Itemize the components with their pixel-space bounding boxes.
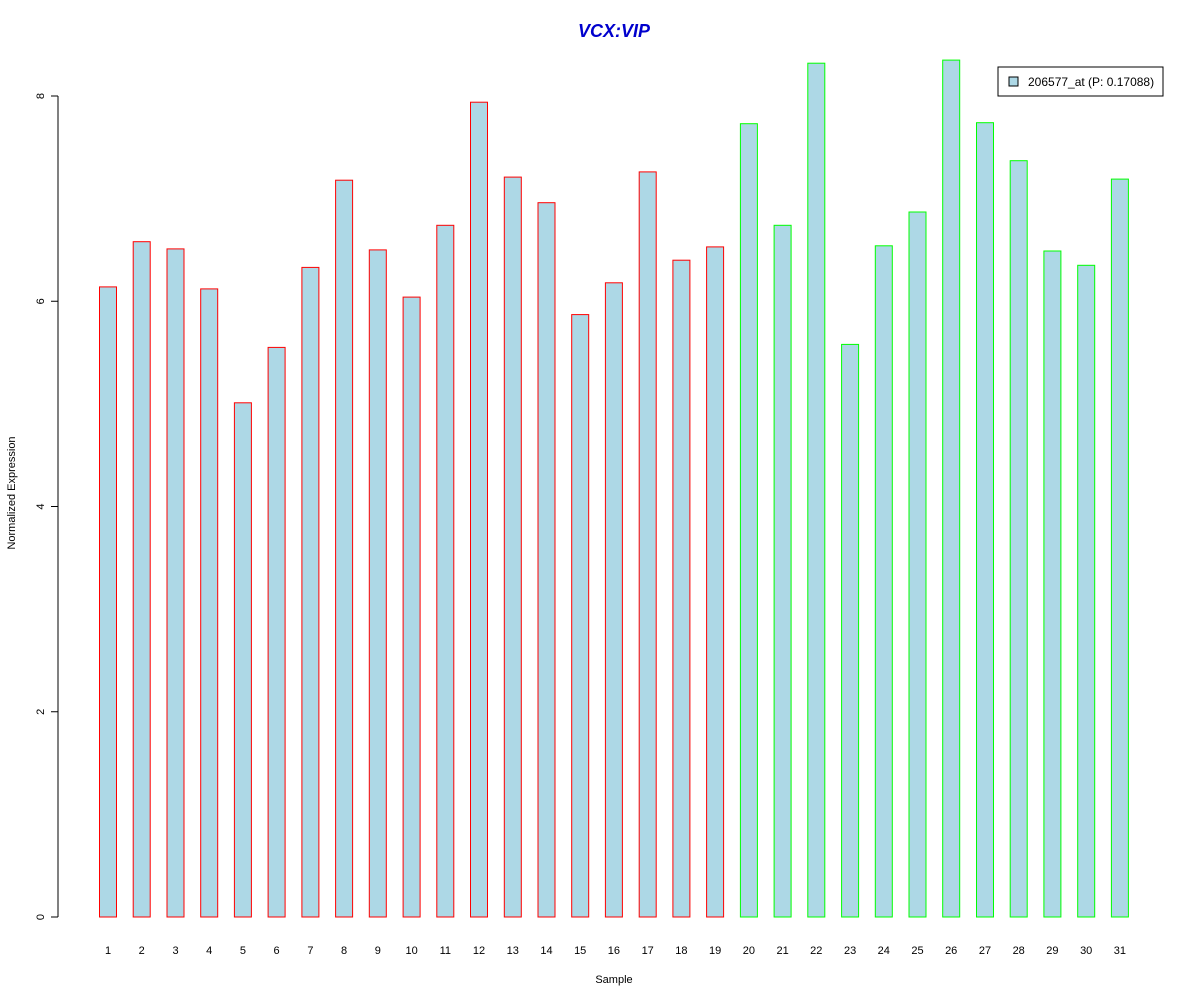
x-tick-label: 5 xyxy=(240,945,246,957)
bar-sample-2 xyxy=(132,241,151,918)
bar-sample-25 xyxy=(908,211,927,918)
x-tick-label: 25 xyxy=(911,945,923,957)
x-tick-label: 12 xyxy=(473,945,485,957)
bar-sample-26 xyxy=(942,59,961,918)
bar-sample-11 xyxy=(436,224,455,918)
x-tick-label: 6 xyxy=(274,945,280,957)
x-tick-label: 15 xyxy=(574,945,586,957)
bar-sample-28 xyxy=(1009,160,1028,918)
x-tick-label: 23 xyxy=(844,945,856,957)
x-tick-label: 4 xyxy=(206,945,212,957)
bar-sample-7 xyxy=(301,266,320,918)
x-tick-label: 22 xyxy=(810,945,822,957)
x-tick-label: 13 xyxy=(507,945,519,957)
bar-sample-15 xyxy=(571,314,590,918)
bar-sample-20 xyxy=(739,123,758,918)
bar-sample-6 xyxy=(267,346,286,918)
x-tick-label: 8 xyxy=(341,945,347,957)
bar-sample-27 xyxy=(976,122,994,918)
x-tick-label: 2 xyxy=(139,945,145,957)
x-tick-label: 10 xyxy=(405,945,417,957)
y-tick-label: 6 xyxy=(35,298,47,304)
bar-sample-24 xyxy=(874,245,893,918)
bar-sample-22 xyxy=(807,62,826,918)
x-tick-label: 24 xyxy=(878,945,890,957)
x-tick-label: 11 xyxy=(440,945,451,957)
bar-sample-29 xyxy=(1043,250,1062,918)
bar-sample-13 xyxy=(503,176,522,918)
x-tick-label: 27 xyxy=(979,945,991,957)
legend-swatch xyxy=(1008,76,1019,87)
x-tick-label: 18 xyxy=(675,945,687,957)
bar-sample-8 xyxy=(335,179,354,918)
x-tick-label: 19 xyxy=(709,945,721,957)
legend: 206577_at (P: 0.17088) xyxy=(997,66,1164,97)
x-tick-label: 20 xyxy=(743,945,755,957)
bar-sample-9 xyxy=(368,249,387,918)
bar-sample-14 xyxy=(537,202,556,918)
y-tick-label: 2 xyxy=(35,709,47,715)
bar-sample-17 xyxy=(638,171,657,918)
x-tick-labels: 1 2 3 4 5 6 7 8 9 10 11 12 13 14 15 16 17 18 19 20 21 22 23 24 2… xyxy=(105,945,1126,957)
bar-sample-1 xyxy=(99,286,117,918)
bar-sample-18 xyxy=(672,259,691,918)
x-axis-label: Sample xyxy=(595,974,632,986)
x-tick-label: 7 xyxy=(307,945,313,957)
bar-sample-30 xyxy=(1077,264,1096,918)
bar-sample-12 xyxy=(470,101,488,918)
bar-sample-3 xyxy=(166,248,185,918)
bars-group xyxy=(99,59,1129,918)
x-tick-label: 31 xyxy=(1114,945,1126,957)
bar-sample-19 xyxy=(706,246,725,918)
bar-sample-4 xyxy=(200,288,219,918)
x-tick-label: 30 xyxy=(1080,945,1092,957)
bar-sample-16 xyxy=(604,282,623,918)
bar-sample-21 xyxy=(773,224,792,918)
y-axis-label: Normalized Expression xyxy=(6,436,18,549)
x-tick-label: 29 xyxy=(1046,945,1058,957)
y-tick-label: 8 xyxy=(35,93,47,99)
x-tick-label: 3 xyxy=(172,945,178,957)
x-tick-label: 16 xyxy=(608,945,620,957)
y-axis: 0 2 4 6 8 xyxy=(35,93,59,920)
x-tick-label: 17 xyxy=(642,945,654,957)
y-tick-label: 4 xyxy=(35,503,47,509)
x-tick-label: 21 xyxy=(776,945,788,957)
bar-sample-23 xyxy=(841,343,860,918)
x-tick-label: 28 xyxy=(1013,945,1025,957)
x-tick-label: 14 xyxy=(540,945,552,957)
bar-sample-31 xyxy=(1110,178,1129,918)
bar-sample-10 xyxy=(402,296,421,918)
legend-label: 206577_at (P: 0.17088) xyxy=(1028,75,1154,89)
x-tick-label: 26 xyxy=(945,945,957,957)
y-tick-label: 0 xyxy=(35,914,47,920)
x-tick-label: 9 xyxy=(375,945,381,957)
bar-sample-5 xyxy=(233,402,252,918)
legend-box xyxy=(997,66,1164,97)
chart-title: VCX:VIP xyxy=(578,21,651,41)
x-tick-label: 1 xyxy=(105,945,111,957)
